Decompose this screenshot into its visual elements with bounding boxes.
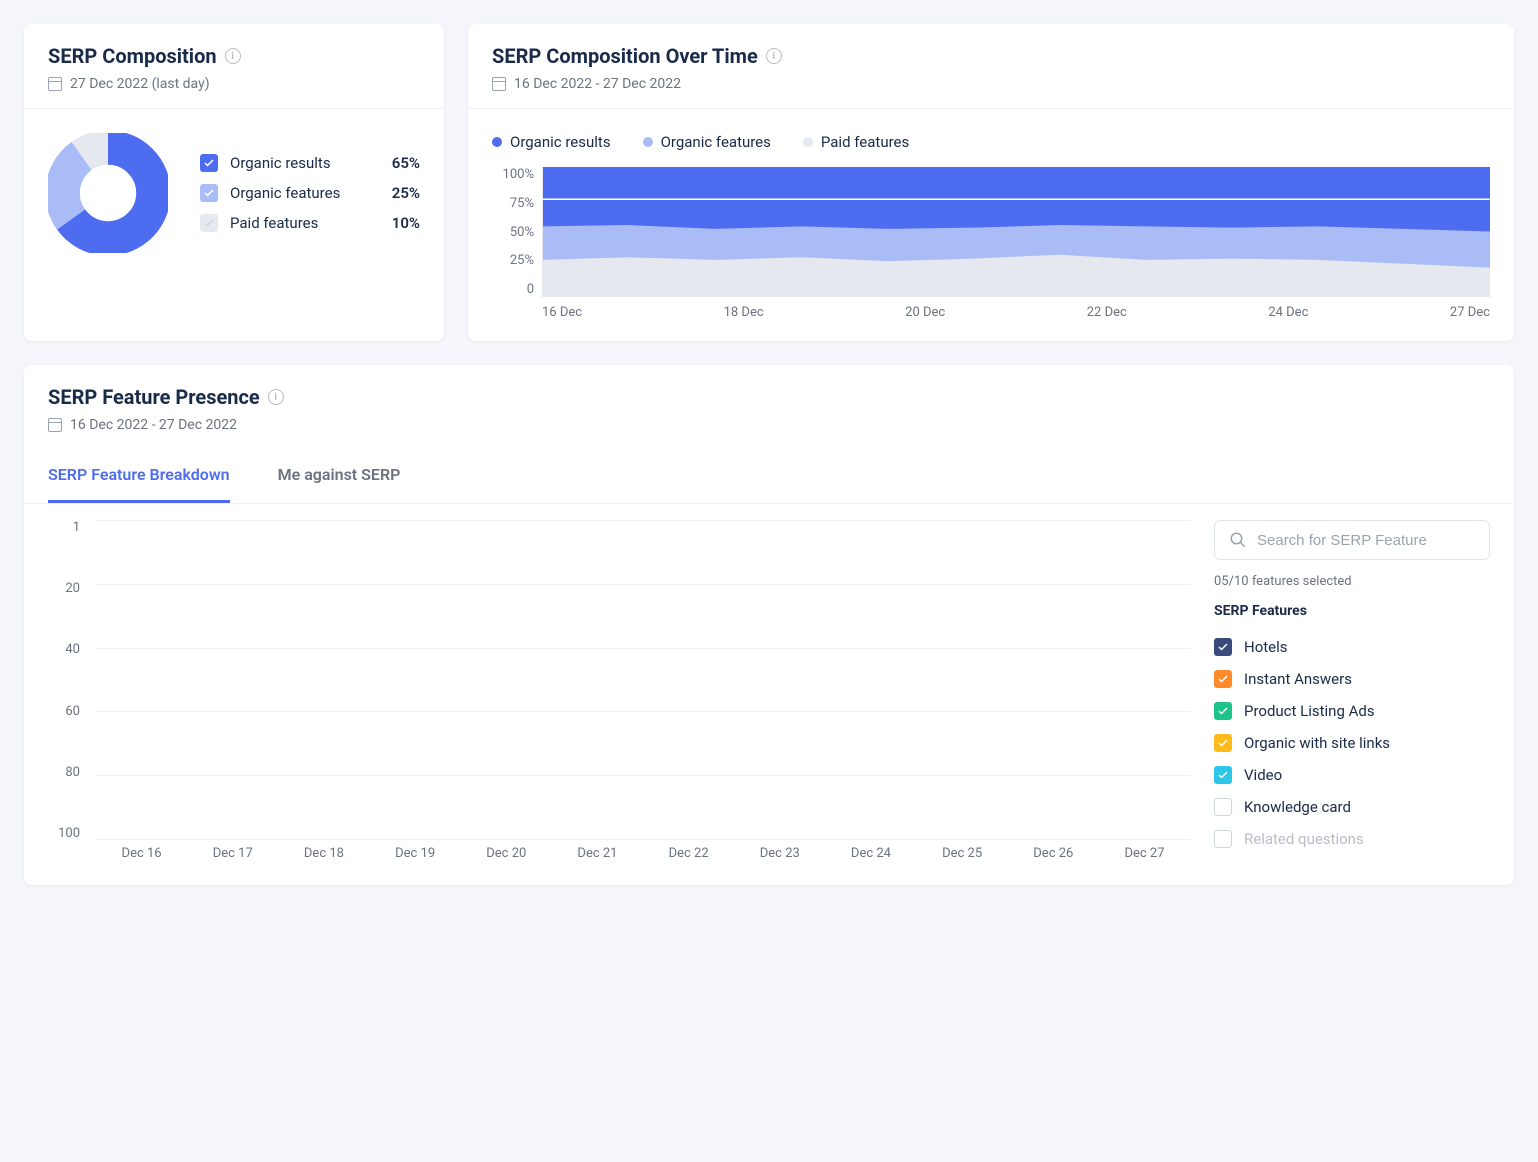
- feature-sidebar: 05/10 features selected SERP Features Ho…: [1190, 520, 1490, 861]
- calendar-icon: [48, 418, 62, 432]
- feature-item[interactable]: Organic with site links: [1214, 727, 1490, 759]
- bar-chart: 120406080100 Dec 16Dec 17Dec 18Dec 19Dec…: [48, 520, 1190, 861]
- feature-section-title: SERP Features: [1214, 603, 1490, 619]
- legend-item[interactable]: Organic features: [643, 133, 771, 151]
- checkbox-icon[interactable]: [1214, 702, 1232, 720]
- feature-label: Knowledge card: [1244, 798, 1351, 816]
- info-icon[interactable]: i: [268, 389, 284, 405]
- calendar-icon: [492, 77, 506, 91]
- checkbox-icon[interactable]: [200, 214, 218, 232]
- tab[interactable]: SERP Feature Breakdown: [48, 449, 230, 503]
- feature-item[interactable]: Video: [1214, 759, 1490, 791]
- over-time-date: 16 Dec 2022 - 27 Dec 2022: [514, 76, 681, 92]
- checkbox-icon[interactable]: [1214, 670, 1232, 688]
- feature-item[interactable]: Related questions: [1214, 823, 1490, 855]
- composition-title: SERP Composition: [48, 44, 217, 68]
- feature-label: Related questions: [1244, 830, 1364, 848]
- feature-item[interactable]: Hotels: [1214, 631, 1490, 663]
- presence-date: 16 Dec 2022 - 27 Dec 2022: [70, 417, 237, 433]
- checkbox-icon[interactable]: [1214, 798, 1232, 816]
- area-chart: [542, 167, 1490, 297]
- feature-item[interactable]: Product Listing Ads: [1214, 695, 1490, 727]
- info-icon[interactable]: i: [766, 48, 782, 64]
- bar-plot: [96, 520, 1190, 840]
- card-header: SERP Composition Over Time i 16 Dec 2022…: [468, 24, 1514, 109]
- area-y-axis: 100%75%50%25%0: [492, 167, 542, 317]
- calendar-icon: [48, 77, 62, 91]
- info-icon[interactable]: i: [225, 48, 241, 64]
- checkbox-icon[interactable]: [200, 154, 218, 172]
- feature-item[interactable]: Instant Answers: [1214, 663, 1490, 695]
- area-x-axis: 16 Dec18 Dec20 Dec22 Dec24 Dec27 Dec: [542, 301, 1490, 320]
- checkbox-icon[interactable]: [1214, 638, 1232, 656]
- feature-label: Product Listing Ads: [1244, 702, 1375, 720]
- donut-legend: Organic results 65% Organic features 25% Pai…: [200, 148, 420, 238]
- legend-item[interactable]: Organic results: [492, 133, 611, 151]
- serp-over-time-card: SERP Composition Over Time i 16 Dec 2022…: [468, 24, 1514, 341]
- search-input[interactable]: [1257, 532, 1475, 549]
- legend-label: Paid features: [230, 214, 368, 232]
- feature-list: Hotels Instant Answers Product Listing Ads…: [1214, 631, 1490, 855]
- legend-value: 10%: [380, 214, 420, 232]
- checkbox-icon[interactable]: [200, 184, 218, 202]
- presence-title: SERP Feature Presence: [48, 385, 260, 409]
- search-box[interactable]: [1214, 520, 1490, 560]
- area-legend: Organic results Organic features Paid feat…: [492, 133, 1490, 167]
- feature-label: Organic with site links: [1244, 734, 1390, 752]
- over-time-title: SERP Composition Over Time: [492, 44, 758, 68]
- tab[interactable]: Me against SERP: [278, 449, 401, 503]
- bar-y-axis: 120406080100: [48, 520, 88, 841]
- legend-item[interactable]: Paid features 10%: [200, 208, 420, 238]
- legend-label: Organic features: [230, 184, 368, 202]
- legend-label: Organic results: [230, 154, 368, 172]
- legend-value: 65%: [380, 154, 420, 172]
- checkbox-icon[interactable]: [1214, 766, 1232, 784]
- feature-label: Instant Answers: [1244, 670, 1352, 688]
- bar-x-axis: Dec 16Dec 17Dec 18Dec 19Dec 20Dec 21Dec …: [96, 840, 1190, 861]
- composition-date: 27 Dec 2022 (last day): [70, 76, 210, 92]
- feature-item[interactable]: Knowledge card: [1214, 791, 1490, 823]
- card-header: SERP Composition i 27 Dec 2022 (last day…: [24, 24, 444, 109]
- legend-item[interactable]: Paid features: [803, 133, 909, 151]
- legend-value: 25%: [380, 184, 420, 202]
- card-header: SERP Feature Presence i 16 Dec 2022 - 27…: [24, 365, 1514, 449]
- checkbox-icon[interactable]: [1214, 830, 1232, 848]
- feature-label: Video: [1244, 766, 1282, 784]
- legend-item[interactable]: Organic features 25%: [200, 178, 420, 208]
- legend-item[interactable]: Organic results 65%: [200, 148, 420, 178]
- serp-feature-presence-card: SERP Feature Presence i 16 Dec 2022 - 27…: [24, 365, 1514, 885]
- serp-composition-card: SERP Composition i 27 Dec 2022 (last day…: [24, 24, 444, 341]
- feature-label: Hotels: [1244, 638, 1288, 656]
- search-icon: [1229, 531, 1247, 549]
- checkbox-icon[interactable]: [1214, 734, 1232, 752]
- presence-tabs: SERP Feature Breakdown Me against SERP: [24, 449, 1514, 504]
- feature-count: 05/10 features selected: [1214, 574, 1490, 589]
- donut-chart: [48, 133, 168, 253]
